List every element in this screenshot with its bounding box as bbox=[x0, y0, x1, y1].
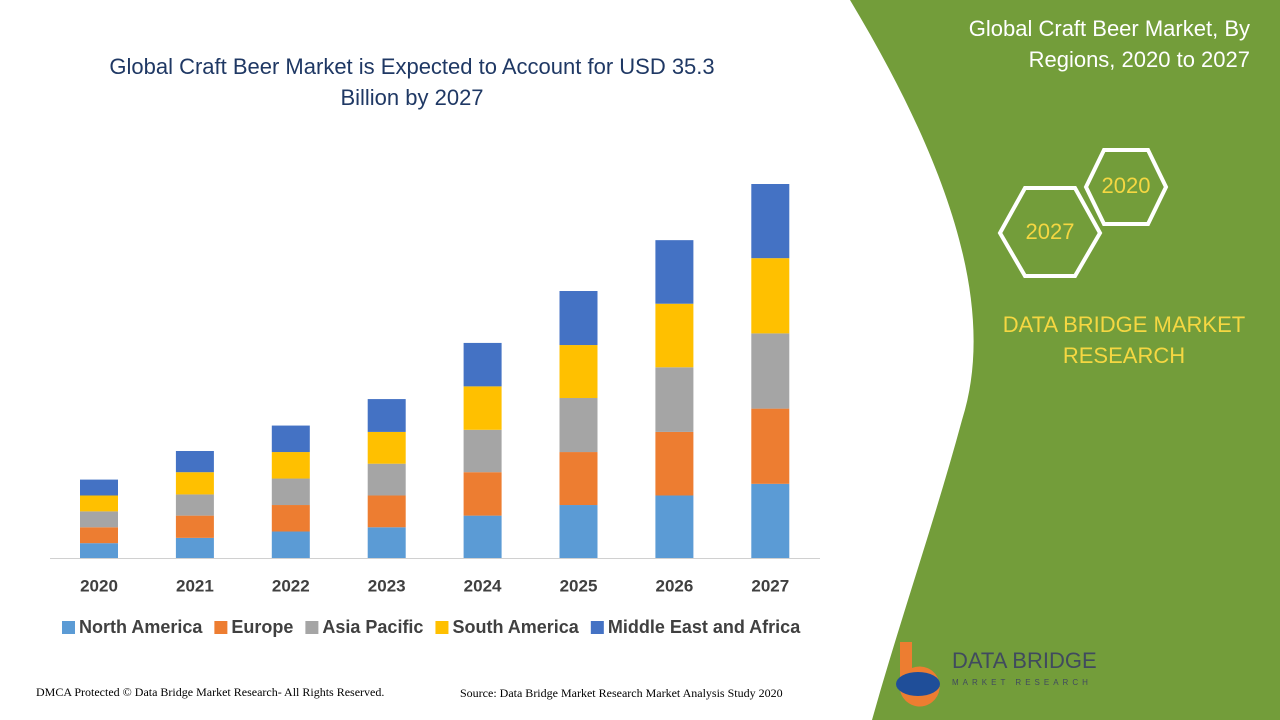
legend-swatch bbox=[214, 621, 228, 634]
bar-segment bbox=[367, 399, 406, 432]
bar-segment bbox=[463, 429, 502, 473]
bar-segment bbox=[80, 543, 118, 558]
panel-title: Regions, 2020 to 2027 bbox=[1029, 47, 1250, 72]
green-panel bbox=[850, 0, 1280, 720]
x-tick-label: 2027 bbox=[751, 576, 789, 595]
legend-swatch bbox=[435, 621, 449, 634]
bar-segment bbox=[559, 398, 598, 453]
bar-segment bbox=[559, 345, 598, 399]
copyright: DMCA Protected © Data Bridge Market Rese… bbox=[36, 685, 384, 699]
bar-segment bbox=[367, 463, 406, 496]
bar-segment bbox=[463, 515, 502, 558]
bar-segment bbox=[751, 408, 790, 484]
bar-segment bbox=[751, 483, 790, 558]
bar-segment bbox=[175, 450, 214, 473]
bar-segment bbox=[80, 527, 118, 544]
bar-segment bbox=[463, 386, 502, 430]
bar-segment bbox=[271, 425, 310, 453]
legend-swatch bbox=[62, 621, 75, 634]
hexagon bbox=[1083, 148, 1169, 226]
bar-segment bbox=[80, 479, 118, 496]
bar-segment bbox=[271, 478, 310, 506]
legend-label: South America bbox=[452, 617, 579, 637]
bar-segment bbox=[655, 240, 694, 304]
x-tick-label: 2020 bbox=[80, 576, 118, 595]
bar-segment bbox=[559, 505, 598, 558]
hexagon-label: 2020 bbox=[1102, 173, 1151, 198]
logo bbox=[896, 642, 940, 707]
legend-label: Middle East and Africa bbox=[608, 617, 801, 637]
logo-mark bbox=[896, 672, 940, 696]
bar-segment bbox=[559, 291, 598, 346]
logo-tagline: MARKET RESEARCH bbox=[952, 678, 1092, 687]
bar-segment bbox=[655, 303, 694, 368]
legend-swatch bbox=[590, 621, 604, 634]
bar-segment bbox=[367, 495, 406, 528]
legend-label: Europe bbox=[231, 617, 293, 637]
bar-segment bbox=[751, 333, 790, 409]
bar-segment bbox=[271, 505, 310, 532]
x-tick-label: 2024 bbox=[464, 576, 502, 595]
brand-text: RESEARCH bbox=[1063, 343, 1185, 368]
legend-label: North America bbox=[79, 617, 203, 637]
bar-segment bbox=[80, 495, 118, 512]
legend-swatch bbox=[305, 621, 319, 634]
x-tick-label: 2022 bbox=[272, 576, 310, 595]
x-tick-label: 2021 bbox=[176, 576, 214, 595]
x-tick-label: 2026 bbox=[655, 576, 693, 595]
x-tick-label: 2025 bbox=[560, 576, 598, 595]
chart-title: Billion by 2027 bbox=[340, 85, 483, 110]
source: Source: Data Bridge Market Research Mark… bbox=[460, 686, 783, 700]
chart-title: Global Craft Beer Market is Expected to … bbox=[109, 54, 714, 79]
bar-segment bbox=[175, 515, 214, 538]
logo-name: DATA BRIDGE bbox=[952, 648, 1097, 673]
bar-segment bbox=[751, 258, 790, 334]
bar-segment bbox=[463, 472, 502, 516]
bar-segment bbox=[271, 452, 310, 479]
bar-segment bbox=[751, 184, 790, 259]
hexagon-label: 2027 bbox=[1026, 219, 1075, 244]
bar-segment bbox=[175, 537, 214, 558]
hexagon bbox=[997, 186, 1103, 278]
x-tick-label: 2023 bbox=[368, 576, 406, 595]
bar-segment bbox=[655, 367, 694, 432]
bar-segment bbox=[367, 431, 406, 464]
bar-segment bbox=[559, 452, 598, 506]
bar-segment bbox=[367, 527, 406, 558]
bar-segment bbox=[175, 494, 214, 516]
legend-label: Asia Pacific bbox=[322, 617, 423, 637]
panel-title: Global Craft Beer Market, By bbox=[969, 16, 1250, 41]
bar-segment bbox=[463, 342, 502, 387]
bar-segment bbox=[80, 511, 118, 528]
hexagons bbox=[997, 148, 1169, 278]
bar-segment bbox=[655, 431, 694, 496]
bar-segment bbox=[271, 531, 310, 558]
bar-segment bbox=[655, 495, 694, 558]
bar-segment bbox=[175, 472, 214, 495]
brand-text: DATA BRIDGE MARKET bbox=[1003, 312, 1245, 337]
